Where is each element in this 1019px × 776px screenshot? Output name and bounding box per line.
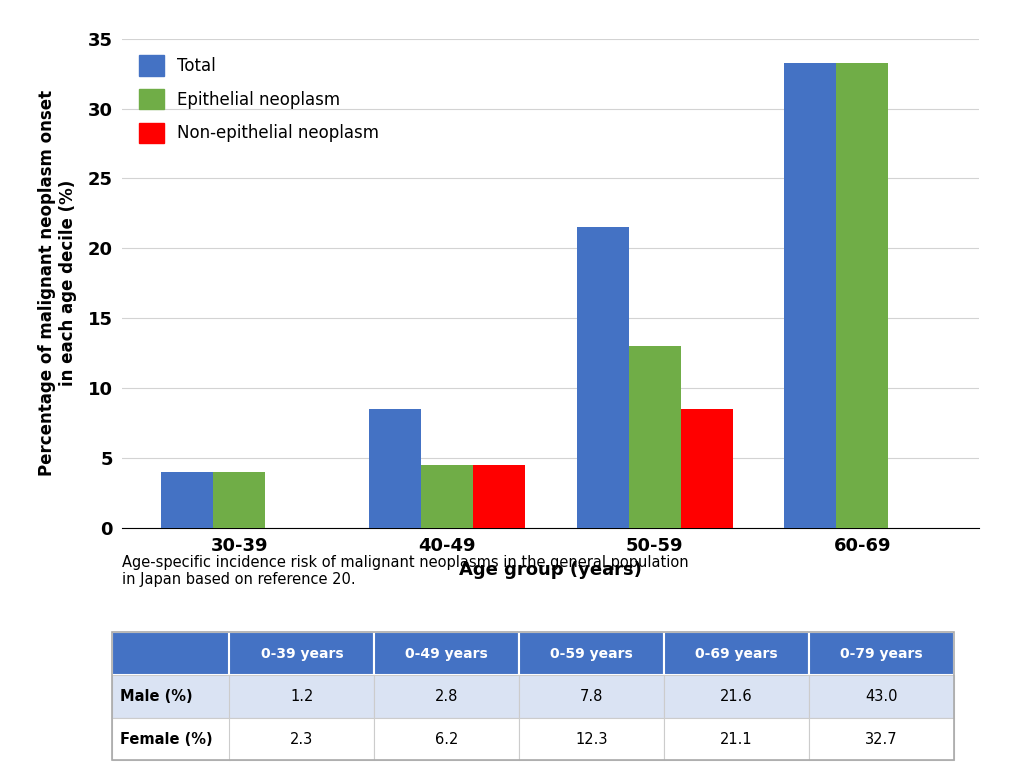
Text: 32.7: 32.7 (864, 732, 897, 747)
Text: Male (%): Male (%) (120, 689, 193, 704)
Text: 0-69 years: 0-69 years (694, 646, 777, 661)
Text: 0-59 years: 0-59 years (549, 646, 633, 661)
Bar (473, 465, 525, 528)
Bar (628, 346, 680, 528)
Text: 7.8: 7.8 (580, 689, 602, 704)
Bar (836, 63, 888, 528)
Bar (369, 409, 421, 528)
Text: 1.2: 1.2 (290, 689, 313, 704)
Text: 0-39 years: 0-39 years (260, 646, 343, 661)
Bar (680, 409, 732, 528)
Bar (213, 472, 265, 528)
Bar (161, 472, 213, 528)
Text: 21.6: 21.6 (719, 689, 752, 704)
Bar (576, 227, 628, 528)
Text: 6.2: 6.2 (435, 732, 458, 747)
Text: Female (%): Female (%) (120, 732, 213, 747)
Legend: Total, Epithelial neoplasm, Non-epithelial neoplasm: Total, Epithelial neoplasm, Non-epitheli… (130, 47, 387, 151)
Text: Age-specific incidence risk of malignant neoplasms in the general population
in : Age-specific incidence risk of malignant… (122, 555, 689, 587)
Text: 2.8: 2.8 (435, 689, 458, 704)
Text: 2.3: 2.3 (290, 732, 313, 747)
Y-axis label: Percentage of malignant neoplasm onset
in each age decile (%): Percentage of malignant neoplasm onset i… (38, 90, 76, 476)
Text: 21.1: 21.1 (719, 732, 752, 747)
X-axis label: Age group (years): Age group (years) (459, 561, 642, 579)
Bar (784, 63, 836, 528)
Text: 12.3: 12.3 (575, 732, 607, 747)
Text: 0-79 years: 0-79 years (839, 646, 922, 661)
Text: 0-49 years: 0-49 years (405, 646, 488, 661)
Bar (421, 465, 473, 528)
Text: 43.0: 43.0 (864, 689, 897, 704)
